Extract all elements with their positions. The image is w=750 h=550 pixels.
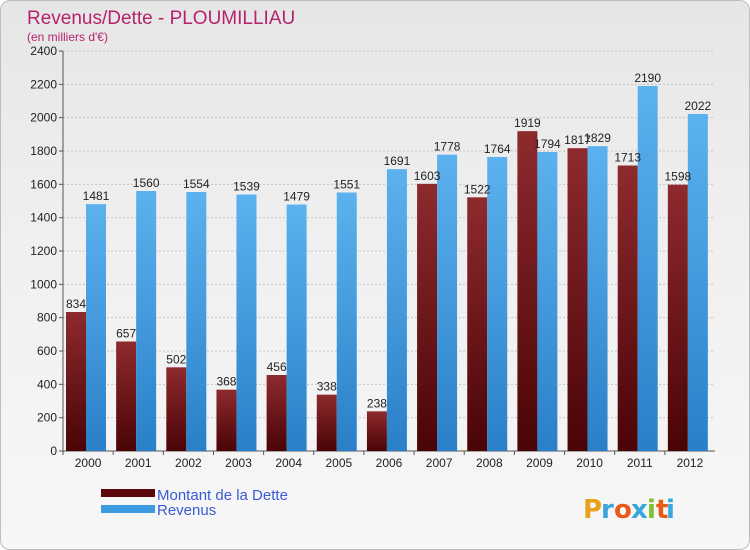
y-tick-label: 1200 [30, 244, 57, 258]
chart-subtitle: (en milliers d'€) [27, 30, 108, 44]
y-tick-label: 2000 [30, 111, 57, 125]
logo-letter: o [614, 495, 632, 525]
bar-debt [266, 375, 287, 451]
bar-debt [567, 148, 588, 451]
data-label-revenus: 1764 [484, 142, 511, 156]
data-label-revenus: 1560 [133, 176, 160, 190]
data-label-revenus: 1778 [434, 140, 461, 154]
x-tick-label: 2010 [576, 456, 603, 470]
data-label-revenus: 1829 [584, 131, 611, 145]
legend-swatch-debt [101, 489, 155, 497]
bar-revenus [487, 157, 508, 451]
data-labels: 834 1481 657 1560 502 1554 368 1539 456 1479 338 15… [66, 71, 712, 410]
bar-revenus [437, 154, 458, 451]
logo-letter: r [601, 495, 614, 525]
x-tick-label: 2009 [526, 456, 553, 470]
x-tick-label: 2001 [125, 456, 152, 470]
logo-letter: P [583, 495, 602, 525]
bar-revenus [587, 146, 608, 451]
x-tick-label: 2000 [75, 456, 102, 470]
data-label-revenus: 1794 [534, 137, 561, 151]
bar-revenus [537, 152, 558, 451]
y-tick-label: 2200 [30, 77, 57, 91]
logo-letter: i [666, 495, 675, 525]
y-tick-label: 1600 [30, 177, 57, 191]
data-label-debt: 1598 [664, 170, 691, 184]
x-tick-label: 2011 [627, 456, 653, 470]
data-label-debt: 834 [66, 297, 86, 311]
bar-revenus [687, 114, 708, 451]
bar-revenus [386, 169, 407, 451]
data-label-debt: 1603 [414, 169, 441, 183]
bar-revenus [336, 192, 357, 451]
bar-revenus [136, 191, 157, 451]
data-label-revenus: 1539 [233, 180, 260, 194]
x-tick-label: 2006 [376, 456, 403, 470]
legend-label-revenus: Revenus [157, 502, 216, 519]
data-label-revenus: 2022 [684, 99, 711, 113]
bar-debt [66, 312, 86, 451]
x-tick-label: 2007 [426, 456, 453, 470]
data-label-debt: 456 [267, 360, 287, 374]
data-label-revenus: 1481 [83, 189, 110, 203]
data-label-debt: 657 [116, 327, 136, 341]
bar-debt [116, 341, 137, 451]
axes: 0 200 400 600 800 1000 1200 1400 1600 1800 2000 220… [30, 44, 715, 470]
bar-debt [216, 389, 237, 451]
bar-debt [166, 367, 187, 451]
data-label-revenus: 1551 [333, 178, 360, 192]
data-label-debt: 238 [367, 396, 387, 410]
data-label-debt: 1713 [614, 151, 641, 165]
legend-swatch-revenus [101, 505, 155, 513]
bar-debt [366, 411, 387, 451]
y-tick-label: 2400 [30, 44, 57, 58]
data-label-revenus: 1554 [183, 177, 210, 191]
y-tick-label: 800 [37, 311, 57, 325]
y-tick-label: 200 [37, 411, 57, 425]
bar-revenus [86, 204, 106, 451]
legend-label-debt: Montant de la Dette [157, 487, 288, 504]
data-label-debt: 368 [216, 375, 236, 389]
data-label-debt: 1817 [564, 133, 591, 147]
x-tick-label: 2004 [275, 456, 302, 470]
data-label-debt: 1522 [464, 182, 491, 196]
data-label-debt: 338 [317, 380, 337, 394]
y-tick-label: 400 [37, 377, 57, 391]
data-label-debt: 502 [166, 352, 186, 366]
data-label-revenus: 1691 [384, 154, 411, 168]
x-tick-label: 2008 [476, 456, 503, 470]
logo-letter: t [656, 495, 668, 525]
bar-debt [617, 165, 638, 451]
logo-letter: x [631, 495, 648, 525]
bar-revenus [637, 86, 658, 451]
legend: Montant de la Dette Revenus [101, 487, 288, 519]
bar-debt [667, 184, 688, 451]
bar-debt [517, 131, 538, 451]
y-tick-label: 1000 [30, 277, 57, 291]
bar-debt [417, 183, 438, 452]
x-tick-label: 2002 [175, 456, 202, 470]
y-tick-label: 1400 [30, 211, 57, 225]
x-tick-label: 2012 [677, 456, 704, 470]
bar-debt [467, 197, 488, 451]
bar-revenus [236, 194, 257, 451]
y-tick-label: 600 [37, 344, 57, 358]
bar-revenus [286, 204, 307, 451]
bar-debt [316, 394, 337, 451]
logo-letter: i [647, 495, 656, 525]
x-tick-label: 2003 [225, 456, 252, 470]
data-label-revenus: 2190 [634, 71, 661, 85]
y-tick-label: 1800 [30, 144, 57, 158]
chart-title: Revenus/Dette - PLOUMILLIAU [27, 8, 295, 29]
y-tick-label: 0 [50, 444, 57, 458]
x-tick-label: 2005 [325, 456, 352, 470]
proxiti-logo: Pr o x i ti [583, 495, 675, 525]
data-label-revenus: 1479 [283, 190, 310, 204]
bar-revenus [186, 192, 207, 451]
bars [66, 86, 708, 452]
data-label-debt: 1919 [514, 116, 541, 130]
